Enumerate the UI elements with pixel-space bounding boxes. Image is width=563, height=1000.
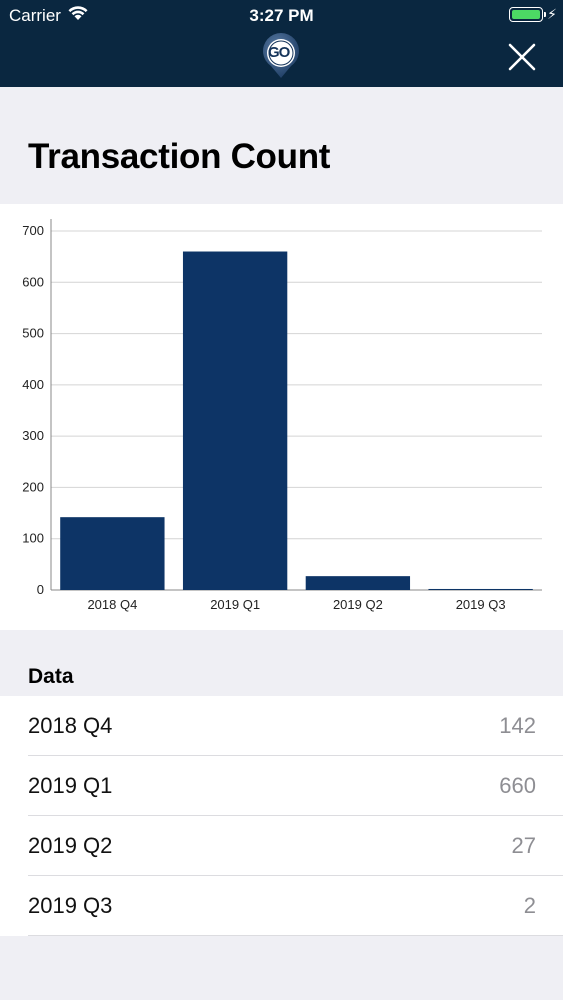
bar bbox=[428, 588, 533, 590]
row-label: 2019 Q1 bbox=[28, 773, 113, 798]
y-tick-label: 700 bbox=[22, 223, 44, 238]
charging-icon: ⚡ bbox=[547, 6, 557, 22]
row-divider bbox=[28, 755, 563, 756]
title-area: Transaction Count bbox=[0, 87, 563, 204]
y-tick-label: 200 bbox=[22, 479, 44, 494]
table-row: 2019 Q3 2 bbox=[0, 876, 563, 936]
battery-icon bbox=[509, 7, 546, 22]
bar bbox=[182, 251, 288, 590]
status-bar: Carrier 3:27 PM ⚡ bbox=[0, 4, 563, 26]
row-divider bbox=[28, 815, 563, 816]
close-icon bbox=[508, 43, 536, 71]
x-tick-label: 2018 Q4 bbox=[87, 597, 137, 612]
row-divider bbox=[28, 875, 563, 876]
app-logo: GO bbox=[259, 33, 303, 79]
carrier-label: Carrier bbox=[9, 6, 61, 25]
row-label: 2019 Q3 bbox=[28, 893, 113, 918]
row-label: 2018 Q4 bbox=[28, 713, 113, 738]
y-tick-label: 400 bbox=[22, 377, 44, 392]
data-section-header: Data bbox=[28, 665, 74, 688]
close-button[interactable] bbox=[505, 40, 539, 74]
bar bbox=[305, 576, 411, 590]
row-label: 2019 Q2 bbox=[28, 833, 113, 858]
table-row: 2019 Q1 660 bbox=[0, 756, 563, 816]
navigation-bar: Carrier 3:27 PM ⚡ GO bbox=[0, 0, 563, 87]
y-tick-label: 0 bbox=[37, 582, 44, 597]
page-title: Transaction Count bbox=[28, 137, 331, 176]
bar-chart: 0 100 200 300 400 500 600 700 2018 Q4 2019 Q1 2019… bbox=[0, 204, 563, 630]
x-tick-label: 2019 Q3 bbox=[456, 597, 506, 612]
logo-text: GO bbox=[268, 44, 290, 61]
table-row: 2018 Q4 142 bbox=[0, 696, 563, 756]
chart-svg: 0 100 200 300 400 500 600 700 2018 Q4 2019 Q1 2019… bbox=[22, 219, 542, 612]
x-tick-label: 2019 Q1 bbox=[210, 597, 260, 612]
wifi-icon bbox=[67, 5, 89, 26]
y-tick-label: 600 bbox=[22, 274, 44, 289]
table-row: 2019 Q2 27 bbox=[0, 816, 563, 876]
row-divider bbox=[28, 935, 563, 936]
y-tick-label: 100 bbox=[22, 531, 44, 546]
row-value: 660 bbox=[499, 773, 536, 798]
x-tick-label: 2019 Q2 bbox=[333, 597, 383, 612]
row-value: 142 bbox=[499, 713, 536, 738]
row-value: 27 bbox=[511, 833, 536, 858]
y-tick-label: 300 bbox=[22, 428, 44, 443]
row-value: 2 bbox=[523, 893, 536, 918]
y-tick-label: 500 bbox=[22, 326, 44, 341]
status-time: 3:27 PM bbox=[249, 6, 314, 25]
data-table: 2018 Q4 142 2019 Q1 660 2019 Q2 27 2019 … bbox=[0, 696, 563, 936]
bar bbox=[60, 517, 165, 590]
